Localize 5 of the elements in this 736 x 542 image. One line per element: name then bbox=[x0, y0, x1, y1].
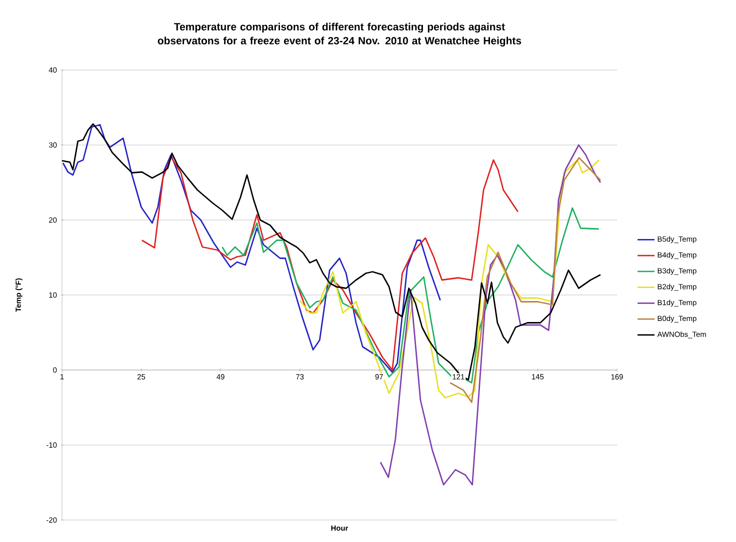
chart-title: Temperature comparisons of different forecasting periods against observatons for a freeze event of 23-24 Nov. 2010 at Wenatchee Heights bbox=[158, 22, 522, 46]
line-series bbox=[449, 157, 602, 403]
line-series bbox=[62, 124, 441, 373]
line-series bbox=[141, 156, 519, 371]
line-series bbox=[61, 123, 602, 380]
